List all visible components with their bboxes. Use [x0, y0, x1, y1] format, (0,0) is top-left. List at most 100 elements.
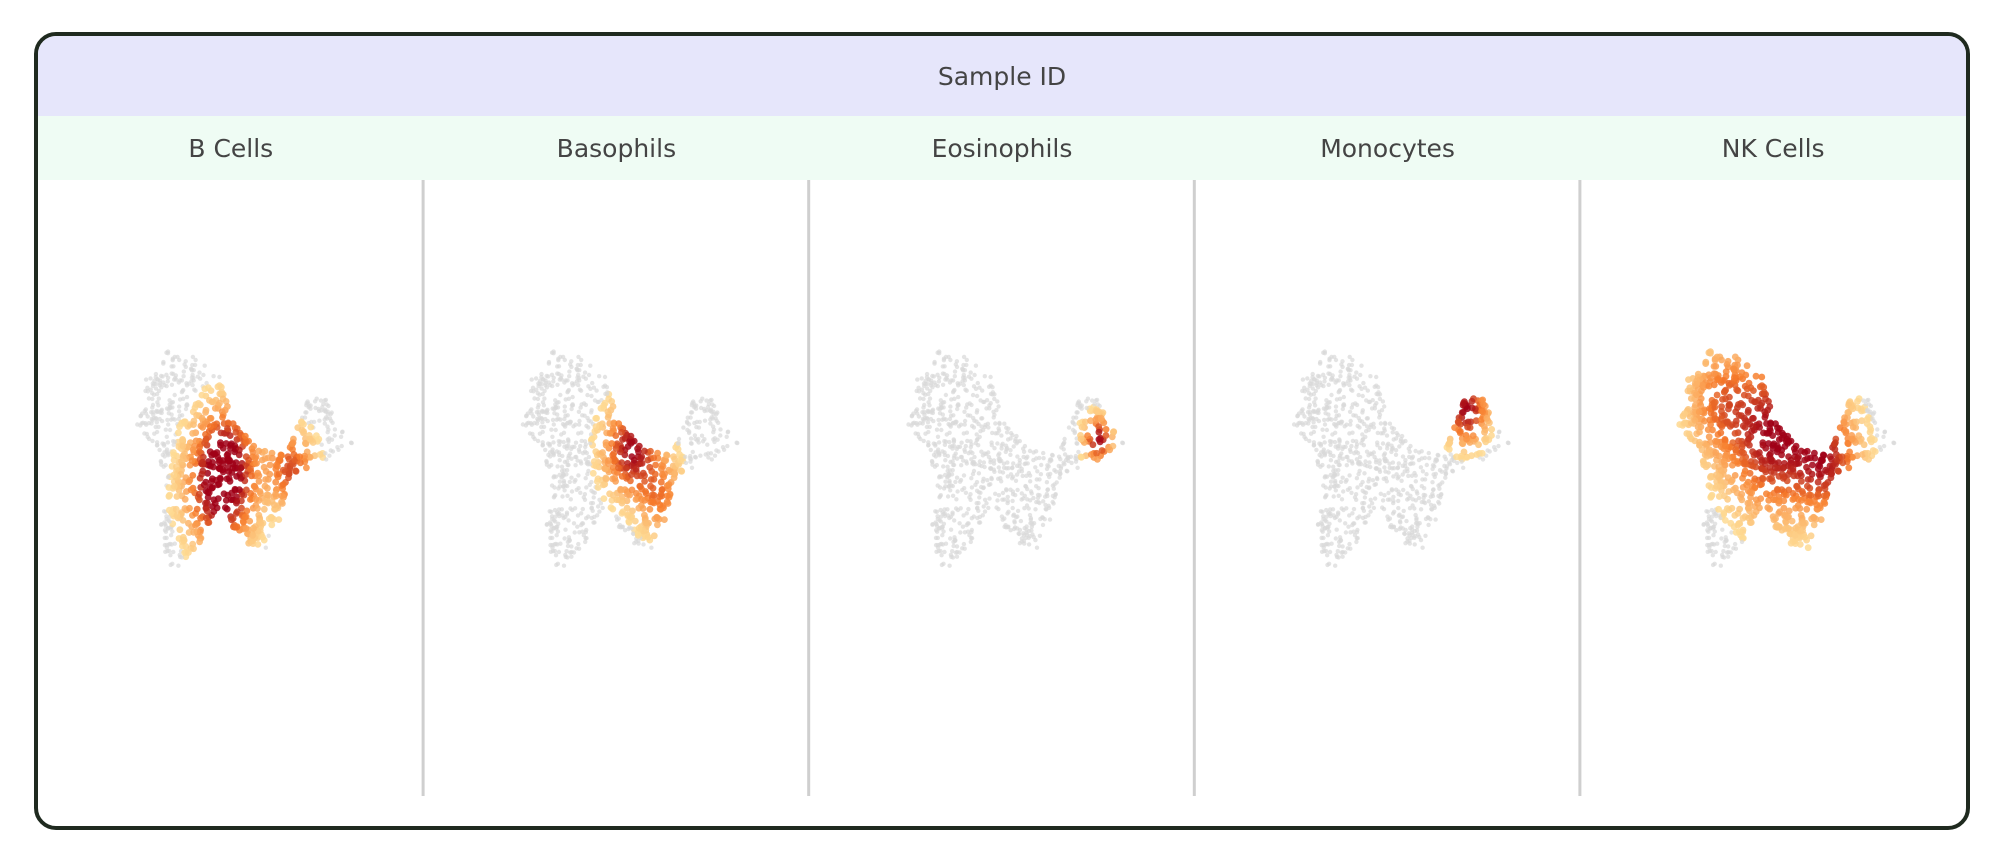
embedding-point	[1783, 513, 1791, 521]
embedding-point	[1766, 403, 1774, 410]
embedding-point	[156, 403, 161, 408]
embedding-point	[186, 504, 193, 512]
embedding-point	[702, 437, 707, 442]
embedding-point	[1412, 470, 1417, 476]
embedding-point	[248, 472, 255, 480]
embedding-point	[584, 536, 589, 541]
embedding-point	[947, 439, 952, 445]
embedding-point	[1793, 483, 1801, 490]
embedding-point	[541, 403, 547, 408]
embedding-point	[562, 444, 567, 449]
embedding-point	[610, 455, 618, 463]
embedding-point	[1314, 447, 1319, 453]
embedding-point	[1367, 399, 1373, 405]
embedding-point	[1463, 435, 1470, 443]
embedding-point	[1784, 432, 1792, 440]
embedding-point	[1368, 374, 1373, 379]
embedding-point	[1396, 492, 1401, 497]
embedding-point	[1015, 526, 1020, 531]
embedding-point	[1403, 541, 1408, 546]
embedding-point	[609, 403, 617, 410]
embedding-point	[1326, 371, 1331, 376]
embedding-point	[1331, 494, 1336, 499]
embedding-point	[172, 505, 180, 513]
embedding-point	[595, 504, 601, 509]
embedding-point	[1093, 408, 1101, 416]
embedding-point	[990, 385, 995, 390]
embedding-point	[250, 524, 257, 532]
embedding-point	[533, 376, 539, 381]
embedding-point	[1419, 449, 1424, 454]
embedding-point	[241, 432, 249, 440]
embedding-point	[263, 545, 268, 550]
embedding-point	[190, 545, 197, 553]
embedding-point	[1399, 433, 1405, 439]
embedding-point	[1715, 505, 1722, 513]
embedding-point	[1028, 489, 1034, 494]
embedding-point	[706, 455, 711, 460]
embedding-point	[1004, 487, 1009, 492]
embedding-point	[307, 423, 315, 431]
embedding-point	[232, 428, 240, 436]
embedding-point	[1296, 411, 1302, 416]
embedding-point	[588, 419, 594, 424]
embedding-point	[1792, 442, 1800, 450]
embedding-point	[176, 409, 182, 414]
embedding-point	[954, 544, 960, 549]
embedding-point	[1402, 531, 1407, 536]
embedding-point	[1382, 465, 1387, 470]
embedding-point	[1385, 497, 1391, 502]
embedding-point	[698, 405, 704, 411]
embedding-point	[1001, 465, 1007, 470]
embedding-point	[551, 422, 556, 427]
embedding-point	[945, 513, 951, 518]
embedding-point	[1307, 438, 1312, 444]
embedding-point	[724, 434, 729, 439]
embedding-point	[1817, 516, 1825, 523]
embedding-point	[960, 524, 966, 529]
embedding-point	[1794, 454, 1801, 462]
embedding-point	[975, 380, 980, 386]
embedding-point	[1415, 520, 1420, 525]
embedding-point	[1366, 513, 1371, 518]
embedding-point	[947, 444, 953, 449]
embedding-point	[1875, 427, 1880, 432]
embedding-point	[978, 490, 983, 495]
embedding-point	[1094, 397, 1100, 403]
embedding-point	[951, 437, 956, 442]
embedding-point	[657, 490, 665, 498]
embedding-point	[656, 501, 664, 509]
embedding-point	[971, 460, 977, 465]
embedding-point	[1838, 453, 1846, 461]
embedding-point	[296, 453, 304, 461]
embedding-point	[957, 479, 963, 484]
embedding-point	[1362, 495, 1368, 500]
embedding-point	[550, 516, 555, 522]
embedding-point	[973, 363, 979, 368]
embedding-point	[1328, 450, 1333, 455]
embedding-point	[987, 496, 992, 501]
embedding-point	[1039, 462, 1044, 468]
embedding-point	[1396, 461, 1402, 466]
embedding-point	[683, 460, 689, 466]
embedding-point	[216, 399, 223, 407]
embedding-point	[193, 357, 198, 363]
embedding-point	[1382, 426, 1387, 431]
embedding-point	[1756, 504, 1763, 512]
embedding-point	[1771, 464, 1779, 472]
embedding-point	[964, 511, 969, 516]
embedding-point	[569, 381, 575, 386]
embedding-point	[1424, 472, 1429, 477]
embedding-point	[612, 432, 620, 439]
embedding-point	[688, 453, 693, 459]
embedding-point	[1328, 472, 1333, 478]
embedding-point	[588, 435, 596, 443]
embedding-point	[940, 400, 945, 405]
embedding-point	[1463, 405, 1471, 413]
embedding-point	[1334, 378, 1340, 383]
embedding-point	[934, 523, 940, 529]
embedding-point	[1831, 440, 1839, 448]
embedding-point	[569, 475, 574, 480]
embedding-point	[1341, 444, 1346, 450]
embedding-point	[675, 441, 681, 446]
